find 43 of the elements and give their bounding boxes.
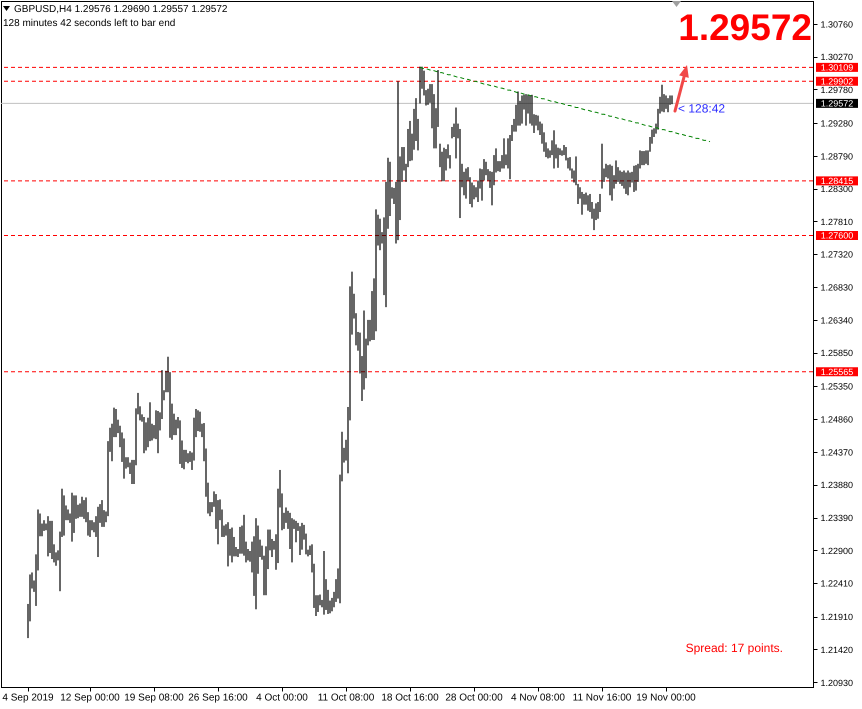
x-tick-label: 28 Oct 00:00 [445, 692, 504, 704]
y-tick-label: 1.28300 [820, 184, 854, 194]
x-tick-label: 4 Oct 00:00 [256, 692, 308, 704]
y-tick-label: 1.25850 [820, 348, 854, 358]
y-tick-label: 1.23390 [820, 513, 854, 524]
y-tick-label: 1.26340 [820, 315, 854, 326]
y-tick-label: 1.25350 [820, 382, 854, 392]
ref-line-label: 1.29572 [820, 98, 854, 108]
chart-title: GBPUSD,H4 1.29576 1.29690 1.29557 1.29572 [14, 4, 228, 15]
x-tick-label: 26 Sep 16:00 [188, 692, 248, 704]
y-tick-label: 1.27810 [820, 216, 854, 227]
y-tick-label: 1.28790 [820, 151, 854, 162]
y-tick-label: 1.20930 [820, 678, 854, 688]
x-tick-label: 4 Sep 2019 [2, 692, 54, 704]
y-tick-label: 1.22900 [820, 546, 854, 556]
ref-line-label: 1.29902 [820, 76, 854, 86]
x-tick-label: 19 Nov 00:00 [636, 692, 696, 704]
annotation: 128 minutes 42 seconds left to bar end [3, 18, 176, 29]
y-tick-label: 1.26830 [820, 282, 854, 293]
y-tick-label: 1.30760 [820, 19, 854, 30]
y-tick-label: 1.27320 [820, 250, 854, 260]
y-tick-label: 1.21910 [820, 612, 854, 622]
y-tick-label: 1.21420 [820, 644, 854, 655]
y-tick-label: 1.24860 [820, 414, 854, 425]
annotation: 1.29572 [678, 7, 812, 48]
ref-line-label: 1.27600 [820, 230, 854, 240]
annotation: Spread: 17 points. [686, 641, 783, 655]
x-tick-label: 11 Nov 16:00 [572, 692, 632, 704]
y-tick-label: 1.23880 [820, 480, 854, 490]
y-tick-label: 1.24370 [820, 447, 854, 458]
y-tick-label: 1.22410 [820, 578, 854, 589]
x-tick-label: 11 Oct 08:00 [318, 692, 375, 704]
y-tick-label: 1.29780 [820, 84, 854, 95]
x-tick-label: 19 Sep 08:00 [124, 692, 184, 704]
ref-line-label: 1.25565 [820, 366, 854, 377]
ref-line-label: 1.30109 [820, 62, 854, 72]
x-tick-label: 12 Sep 00:00 [60, 692, 120, 704]
y-tick-label: 1.29280 [820, 118, 854, 128]
ref-line-label: 1.28415 [820, 176, 854, 186]
x-tick-label: 4 Nov 08:00 [511, 692, 566, 704]
x-tick-label: 18 Oct 16:00 [381, 692, 440, 704]
annotation: < 128:42 [678, 101, 726, 116]
y-tick-label: 1.30270 [820, 52, 854, 62]
